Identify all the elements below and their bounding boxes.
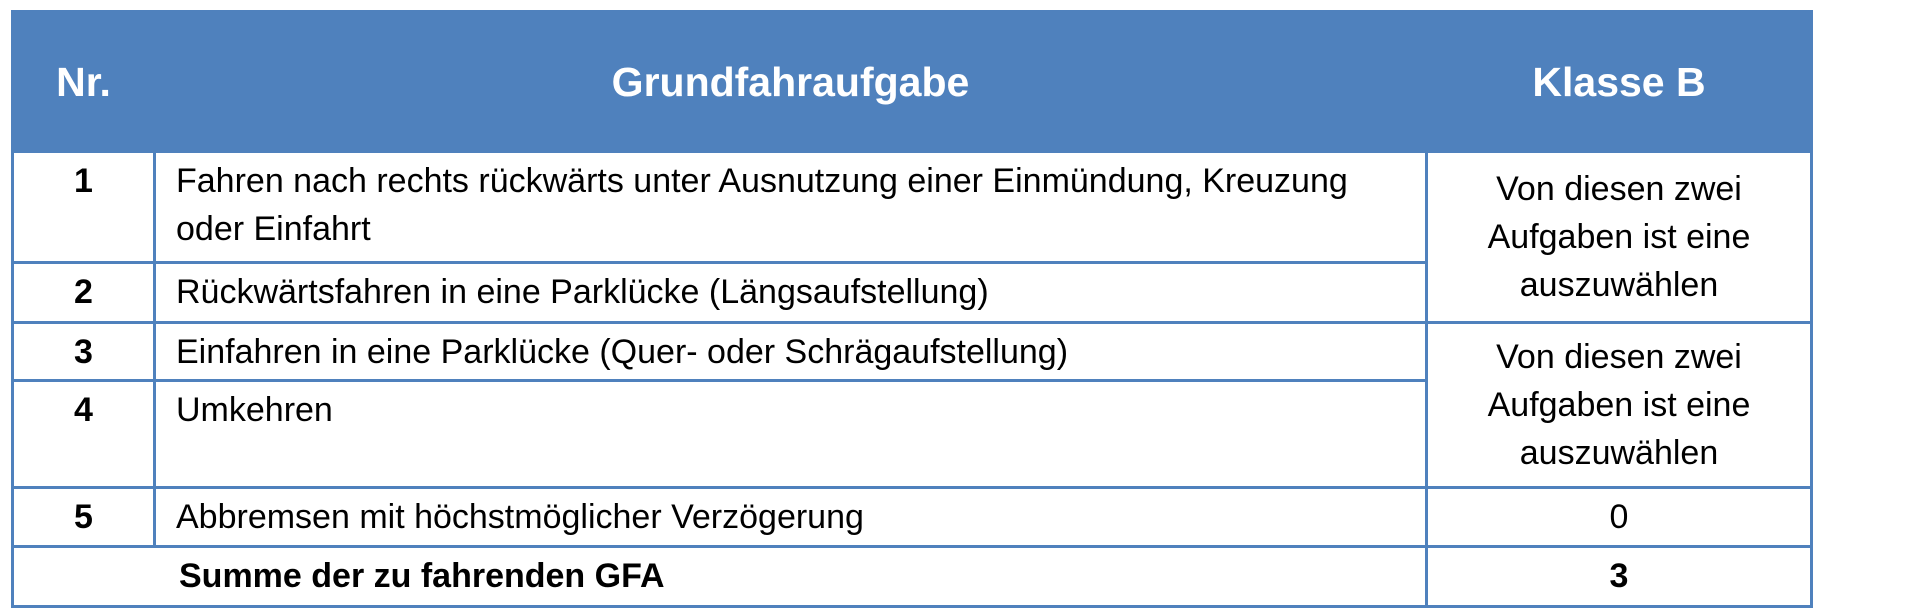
total-label: Summe der zu fahrenden GFA: [11, 545, 1428, 608]
row-number: 5: [11, 486, 156, 548]
row-task: Rückwärtsfahren in eine Parklücke (Längs…: [153, 261, 1428, 324]
total-value: 3: [1425, 545, 1813, 608]
row-task: Abbremsen mit höchstmöglicher Verzögerun…: [153, 486, 1428, 548]
row-task: Einfahren in eine Parklücke (Quer- oder …: [153, 321, 1428, 382]
table-row: 1 Fahren nach rechts rückwärts unter Aus…: [11, 150, 1813, 324]
row-number: 4: [11, 379, 156, 489]
row-class-group: Von diesen zwei Aufgaben ist eine auszuw…: [1425, 150, 1813, 324]
row-number: 2: [11, 261, 156, 324]
row-class-group: Von diesen zwei Aufgaben ist eine auszuw…: [1425, 321, 1813, 489]
table-row: 2 Rückwärtsfahren in eine Parklücke (Län…: [11, 261, 1812, 324]
row-number: 3: [11, 321, 156, 382]
row-class: 0: [1425, 486, 1813, 548]
header-row: Nr. Grundfahraufgabe Klasse B: [11, 10, 1813, 153]
total-row: Summe der zu fahrenden GFA 3: [11, 545, 1813, 608]
table-row: 3 Einfahren in eine Parklücke (Quer- ode…: [11, 321, 1813, 489]
table-row: 4 Umkehren: [11, 379, 1812, 489]
header-nr: Nr.: [11, 10, 156, 153]
row-task: Umkehren: [153, 379, 1428, 489]
grundfahraufgaben-table: Nr. Grundfahraufgabe Klasse B 1 Fahren n…: [11, 10, 1813, 608]
row-number: 1: [11, 150, 156, 264]
header-task: Grundfahraufgabe: [153, 10, 1428, 153]
header-class: Klasse B: [1425, 10, 1813, 153]
row-task: Fahren nach rechts rückwärts unter Ausnu…: [153, 150, 1428, 264]
table-row: 5 Abbremsen mit höchstmöglicher Verzöger…: [11, 486, 1813, 548]
